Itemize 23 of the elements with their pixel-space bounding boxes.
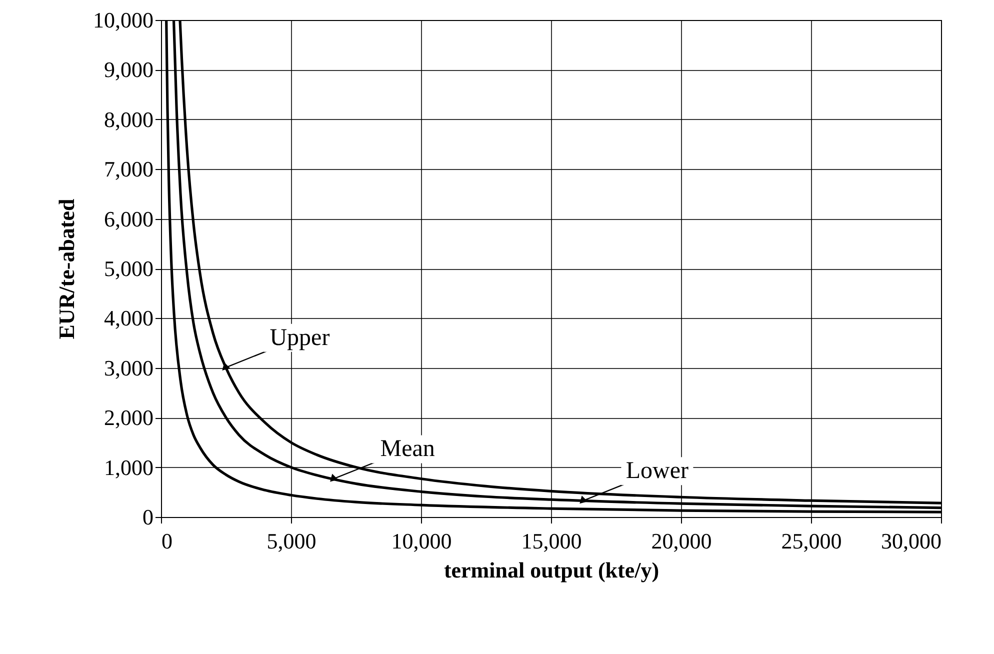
x-axis-title: terminal output (kte/y) <box>444 558 660 582</box>
annotation: Mean <box>380 436 435 462</box>
y-tick-label: 1,000 <box>104 454 154 480</box>
annotation: Upper <box>270 324 330 351</box>
annotation: Lower <box>626 458 689 484</box>
y-tick-label: 2,000 <box>104 405 154 430</box>
y-tick-label: 3,000 <box>104 355 154 380</box>
x-tick-label: 15,000 <box>521 528 582 554</box>
x-tick-label: 5,000 <box>266 528 316 554</box>
y-tick-label: 7,000 <box>104 156 154 182</box>
x-tick-label: 25,000 <box>781 528 842 554</box>
y-tick-label: 8,000 <box>104 106 154 132</box>
y-tick-label: 0 <box>142 504 154 530</box>
x-tick-label: 10,000 <box>391 528 452 554</box>
y-tick-label: 9,000 <box>104 57 154 82</box>
x-tick-label: 30,000 <box>881 528 942 554</box>
x-tick-label: 20,000 <box>651 528 712 554</box>
y-tick-label: 5,000 <box>104 256 154 281</box>
y-axis-title: EUR/te-abated <box>54 198 79 340</box>
y-tick-label: 6,000 <box>104 206 154 232</box>
y-tick-label: 4,000 <box>104 306 154 331</box>
y-tick-label: 10,000 <box>93 8 154 32</box>
x-tick-label: 0 <box>162 528 172 554</box>
